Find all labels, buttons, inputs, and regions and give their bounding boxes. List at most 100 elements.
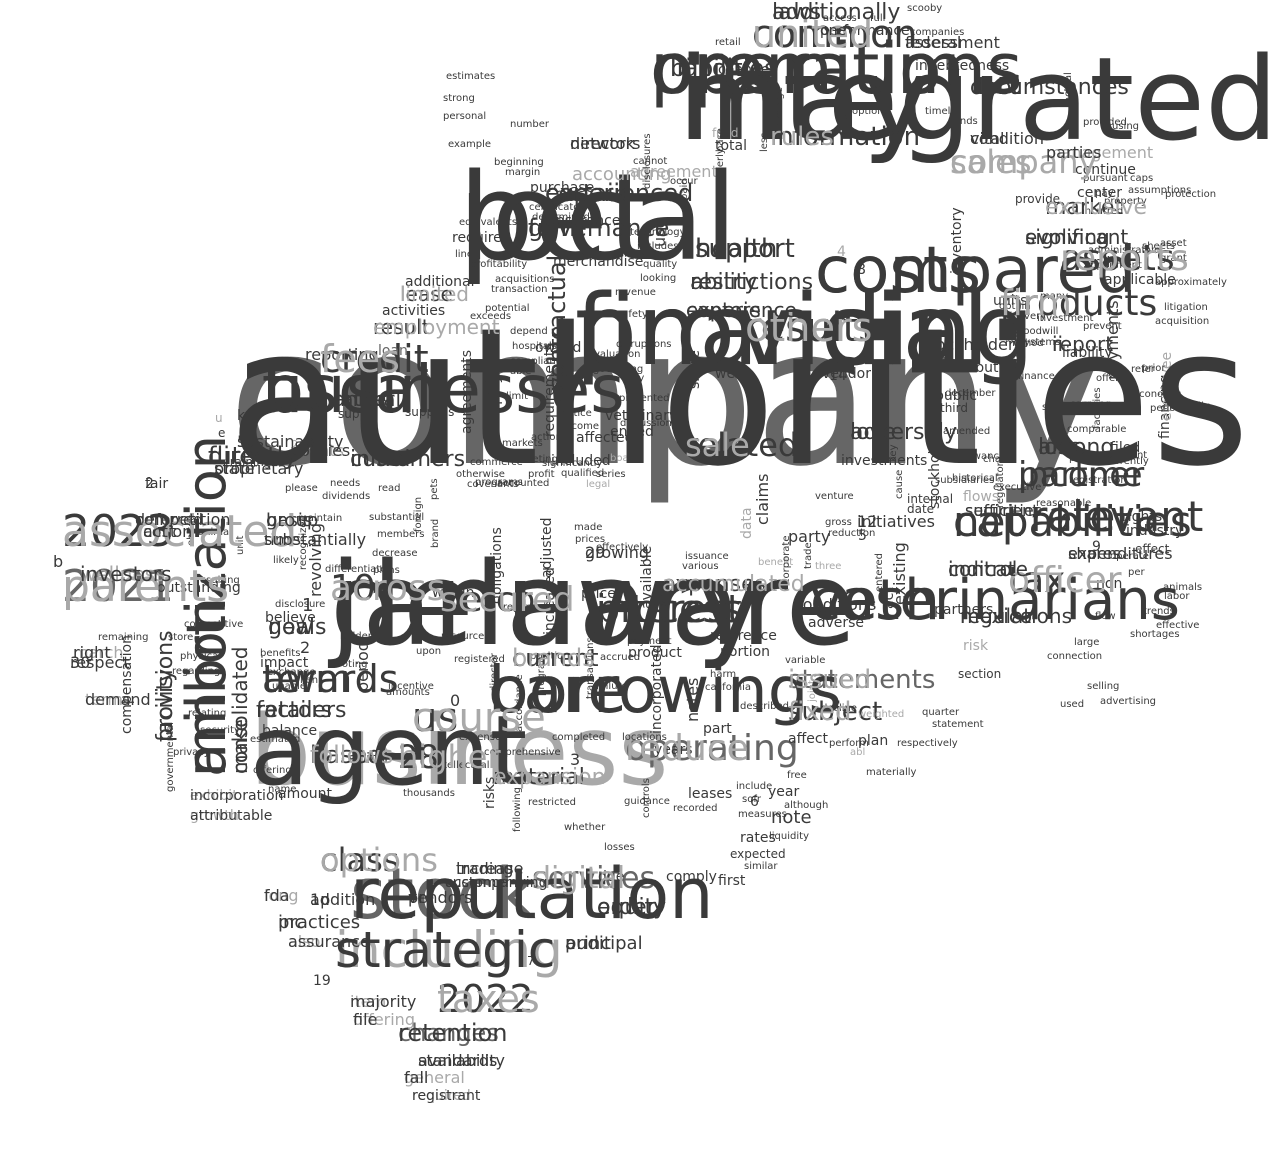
word-using: using (1112, 121, 1140, 132)
word-portion: portion (720, 643, 771, 660)
word-profitability: profitability (470, 259, 528, 270)
word-growing: growing (585, 543, 649, 563)
word-ended: ended (610, 423, 654, 440)
word-expansion: expansion (493, 765, 606, 791)
word-capabilities: capabilities (953, 497, 1192, 547)
word-provisions: provisions (153, 630, 178, 743)
word-services: services (532, 861, 656, 896)
word-delivery: delivery (1006, 311, 1047, 322)
word-caps: caps (1130, 173, 1154, 184)
word-related: related (685, 426, 799, 465)
word-method: method (1005, 338, 1044, 349)
word-trends: trends (1143, 606, 1175, 617)
word-note: note (771, 806, 812, 828)
word-information: information (770, 122, 921, 153)
word-flow: flow (1095, 611, 1116, 622)
word-investments: investments (841, 452, 928, 469)
word-reasonable: reasonable (1036, 498, 1092, 509)
word-thousands: thousands (403, 788, 455, 799)
word-assets: assets (1060, 238, 1175, 280)
word-labor: labor (1164, 591, 1190, 602)
word-10: 10 (330, 568, 376, 610)
word-among: among (1038, 435, 1115, 461)
word-terms: terms (85, 690, 132, 710)
word-able: able (510, 366, 532, 377)
word-harm: harm (710, 669, 737, 680)
word-systems: systems (1019, 337, 1061, 348)
word-new: new (268, 615, 314, 641)
word-company: company (950, 143, 1098, 182)
word-may: may (680, 33, 931, 167)
word-conditions: conditions (794, 595, 877, 615)
word-result: result (373, 315, 430, 339)
word-commerce: commerce (470, 457, 523, 468)
word-marketing: marketing (507, 454, 558, 465)
word-higher: higher (398, 738, 501, 777)
word-adversely: adversely (850, 420, 958, 446)
word-timely: timely (925, 106, 957, 117)
word-local: local (458, 149, 738, 288)
word-net: net (953, 497, 1022, 547)
word-7: 7 (527, 954, 535, 969)
word-pursuant: pursuant (1083, 173, 1128, 184)
word-insurance: insurance (552, 212, 621, 229)
word-certain: certain (545, 178, 629, 207)
word-2022: 2022 (437, 976, 534, 1021)
word-weighted: weighted (858, 709, 905, 720)
word-support: support (695, 234, 795, 265)
word-substantial: substantial (369, 512, 425, 523)
word-perform: perform (829, 738, 869, 749)
word-retailers: retailers (256, 698, 347, 724)
word-business: business (250, 695, 669, 808)
word-compliance: compliance (510, 356, 568, 367)
word-fair: fair (145, 475, 169, 492)
word-outstanding: outstanding (157, 579, 241, 596)
word-advertising: advertising (1100, 696, 1157, 707)
word-businesses: businesses (262, 351, 625, 429)
word-agreement: agreement (630, 162, 718, 182)
word-funds: funds (950, 116, 978, 127)
word-benefits: benefits (260, 648, 301, 659)
word-become: become (559, 421, 600, 432)
word-years: years (654, 741, 693, 758)
word-taxes: taxes (437, 976, 540, 1021)
word-hospitals: hospitals (512, 341, 557, 352)
word-liquidity: liquidity (769, 831, 809, 842)
word-issuance: issuance (685, 551, 729, 562)
word-offering: offering (353, 1010, 415, 1030)
word-offerings: offerings (253, 765, 297, 776)
word-experienced: experienced (545, 178, 694, 207)
word-name: name (268, 784, 297, 795)
word-safety: safety (617, 309, 648, 320)
word-make: make (228, 719, 252, 774)
word-2021: 2021 (62, 560, 174, 612)
word-goodwill: goodwill (1017, 326, 1059, 337)
word-statement: statement (932, 719, 984, 730)
word-members: members (377, 529, 425, 540)
word-intellectual: intellectual (434, 760, 490, 771)
word-continue: continue (1075, 161, 1136, 178)
word-acquisition: acquisition (1155, 316, 1210, 327)
word-including: including (335, 921, 563, 979)
word-1p: 1p (310, 890, 331, 910)
word-include: include (736, 781, 773, 792)
word-others: others (745, 305, 873, 351)
word-12: 12 (857, 512, 878, 532)
word-effectively: effectively (596, 542, 649, 553)
word-internal: internal (907, 492, 954, 507)
word-management: management (1046, 143, 1154, 163)
word-date: date (907, 502, 935, 517)
word-accumulated: accumulated (662, 572, 805, 598)
word-likely: likely (273, 555, 299, 566)
word-owned: owned (535, 339, 582, 356)
word-based: based (310, 740, 383, 769)
word-company: company (228, 287, 1104, 508)
word-4: 4 (837, 243, 846, 260)
word-impairment: impairment (1084, 260, 1142, 271)
word-non: non (1096, 575, 1123, 592)
word-board: board (610, 453, 639, 464)
word-free: free (787, 770, 807, 781)
word-5: 5 (858, 527, 867, 544)
word-party: party (788, 527, 831, 547)
word-reporting: reporting (305, 345, 379, 365)
